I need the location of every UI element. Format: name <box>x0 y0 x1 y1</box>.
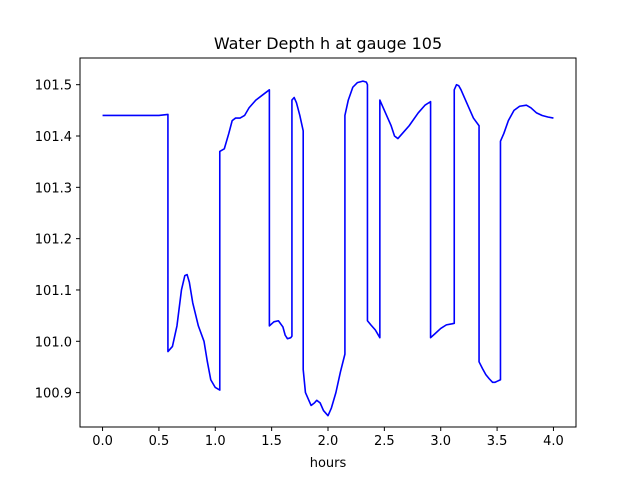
x-tick-label: 3.5 <box>487 434 508 449</box>
y-tick-label: 101.5 <box>35 79 72 94</box>
x-tick-label: 0.0 <box>92 434 113 449</box>
y-axis-ticks: 100.9 101.0 101.1 101.2 101.3 101.4 101.5 <box>35 79 80 402</box>
x-axis-label: hours <box>310 456 347 471</box>
y-tick-label: 101.3 <box>35 181 72 196</box>
chart-title: Water Depth h at gauge 105 <box>214 34 442 53</box>
y-tick-label: 101.0 <box>35 335 72 350</box>
x-tick-label: 2.0 <box>318 434 339 449</box>
x-tick-label: 4.0 <box>543 434 564 449</box>
x-tick-label: 0.5 <box>149 434 170 449</box>
series-line-0 <box>102 80 554 417</box>
x-tick-label: 3.0 <box>430 434 451 449</box>
y-tick-label: 100.9 <box>35 387 72 402</box>
y-tick-label: 101.2 <box>35 233 72 248</box>
x-axis-ticks: 0.0 0.5 1.0 1.5 2.0 2.5 3.0 3.5 4.0 <box>92 427 564 449</box>
y-tick-label: 101.4 <box>35 130 72 145</box>
x-tick-label: 1.0 <box>205 434 226 449</box>
x-tick-label: 1.5 <box>261 434 282 449</box>
y-tick-label: 101.1 <box>35 284 72 299</box>
x-tick-label: 2.5 <box>374 434 395 449</box>
